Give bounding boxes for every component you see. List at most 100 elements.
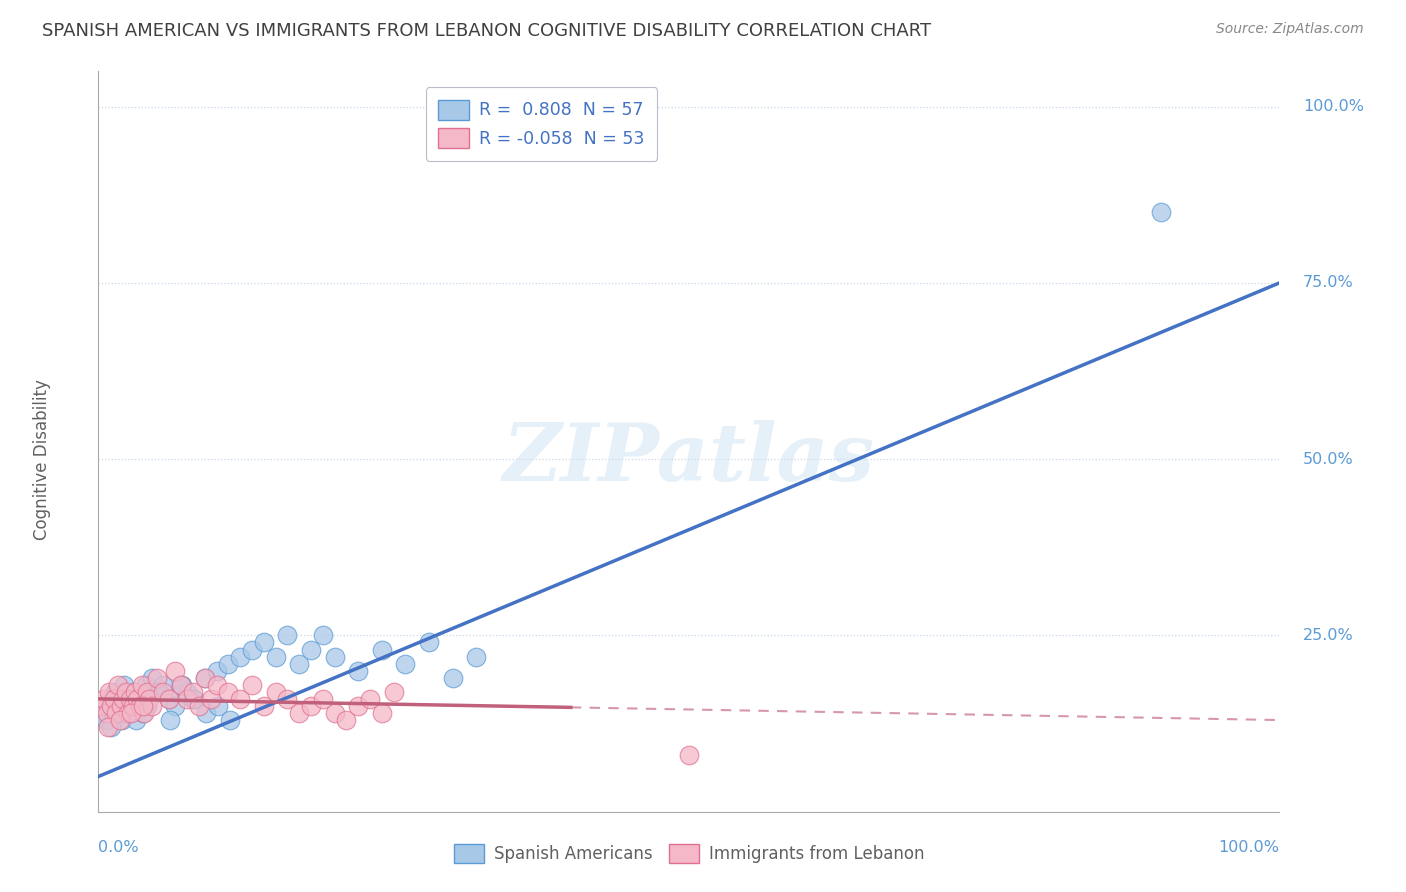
Point xyxy=(115,706,138,720)
Point xyxy=(96,706,118,720)
Point xyxy=(335,713,357,727)
Text: 0.0%: 0.0% xyxy=(98,840,139,855)
Point xyxy=(135,678,157,692)
Point xyxy=(418,635,440,649)
Point xyxy=(118,692,141,706)
Point xyxy=(371,706,394,720)
Point xyxy=(121,706,143,720)
Point xyxy=(299,698,322,713)
Point xyxy=(100,698,122,713)
Point xyxy=(264,685,287,699)
Point xyxy=(132,706,155,720)
Point xyxy=(148,685,170,699)
Point xyxy=(101,706,124,720)
Text: Source: ZipAtlas.com: Source: ZipAtlas.com xyxy=(1216,22,1364,37)
Point xyxy=(187,698,209,713)
Point xyxy=(121,698,143,713)
Point xyxy=(128,698,150,713)
Point xyxy=(165,698,187,713)
Point xyxy=(105,706,128,720)
Point xyxy=(146,685,169,699)
Point xyxy=(299,642,322,657)
Point xyxy=(217,657,239,671)
Point xyxy=(131,678,153,692)
Point xyxy=(207,698,229,713)
Point xyxy=(94,713,117,727)
Point xyxy=(394,657,416,671)
Point xyxy=(110,698,132,713)
Point xyxy=(441,671,464,685)
Point xyxy=(159,713,181,727)
Point xyxy=(678,748,700,763)
Point xyxy=(128,698,150,713)
Point xyxy=(138,692,160,706)
Point xyxy=(347,664,370,678)
Point xyxy=(170,678,193,692)
Point xyxy=(112,706,135,720)
Point xyxy=(276,628,298,642)
Point xyxy=(176,685,198,699)
Point xyxy=(97,720,120,734)
Point xyxy=(122,685,145,699)
Point xyxy=(165,664,187,678)
Point xyxy=(170,678,193,692)
Point xyxy=(114,685,136,699)
Point xyxy=(117,706,139,720)
Point xyxy=(152,678,174,692)
Point xyxy=(141,698,163,713)
Point xyxy=(465,649,488,664)
Point xyxy=(172,678,194,692)
Point xyxy=(194,671,217,685)
Point xyxy=(111,713,134,727)
Point xyxy=(264,649,287,664)
Point xyxy=(93,692,115,706)
Point xyxy=(91,698,114,713)
Point xyxy=(112,678,135,692)
Point xyxy=(146,671,169,685)
Point xyxy=(103,692,125,706)
Point xyxy=(112,692,135,706)
Point xyxy=(217,685,239,699)
Point xyxy=(98,685,121,699)
Point xyxy=(253,635,276,649)
Point xyxy=(129,692,152,706)
Point xyxy=(183,692,205,706)
Point xyxy=(121,698,143,713)
Point xyxy=(229,692,252,706)
Point xyxy=(382,685,405,699)
Point xyxy=(124,692,146,706)
Point xyxy=(176,692,198,706)
Point xyxy=(181,685,204,699)
Text: 50.0%: 50.0% xyxy=(1303,451,1354,467)
Point xyxy=(108,692,131,706)
Text: 100.0%: 100.0% xyxy=(1219,840,1279,855)
Text: SPANISH AMERICAN VS IMMIGRANTS FROM LEBANON COGNITIVE DISABILITY CORRELATION CHA: SPANISH AMERICAN VS IMMIGRANTS FROM LEBA… xyxy=(42,22,931,40)
Point xyxy=(194,671,217,685)
Point xyxy=(371,642,394,657)
Point xyxy=(218,713,240,727)
Point xyxy=(288,657,311,671)
Text: 75.0%: 75.0% xyxy=(1303,276,1354,291)
Point xyxy=(135,698,157,713)
Point xyxy=(125,713,148,727)
Point xyxy=(157,692,180,706)
Point xyxy=(124,685,146,699)
Point xyxy=(97,698,120,713)
Point xyxy=(347,698,370,713)
Point xyxy=(205,678,228,692)
Point xyxy=(91,706,114,720)
Text: 25.0%: 25.0% xyxy=(1303,628,1354,643)
Point xyxy=(98,692,121,706)
Point xyxy=(229,649,252,664)
Text: Cognitive Disability: Cognitive Disability xyxy=(34,379,51,540)
Point xyxy=(200,692,222,706)
Point xyxy=(152,685,174,699)
Point xyxy=(312,692,335,706)
Point xyxy=(105,698,128,713)
Point xyxy=(240,678,263,692)
Point xyxy=(120,692,142,706)
Point xyxy=(157,692,180,706)
Point xyxy=(205,664,228,678)
Point xyxy=(359,692,381,706)
Point xyxy=(323,706,346,720)
